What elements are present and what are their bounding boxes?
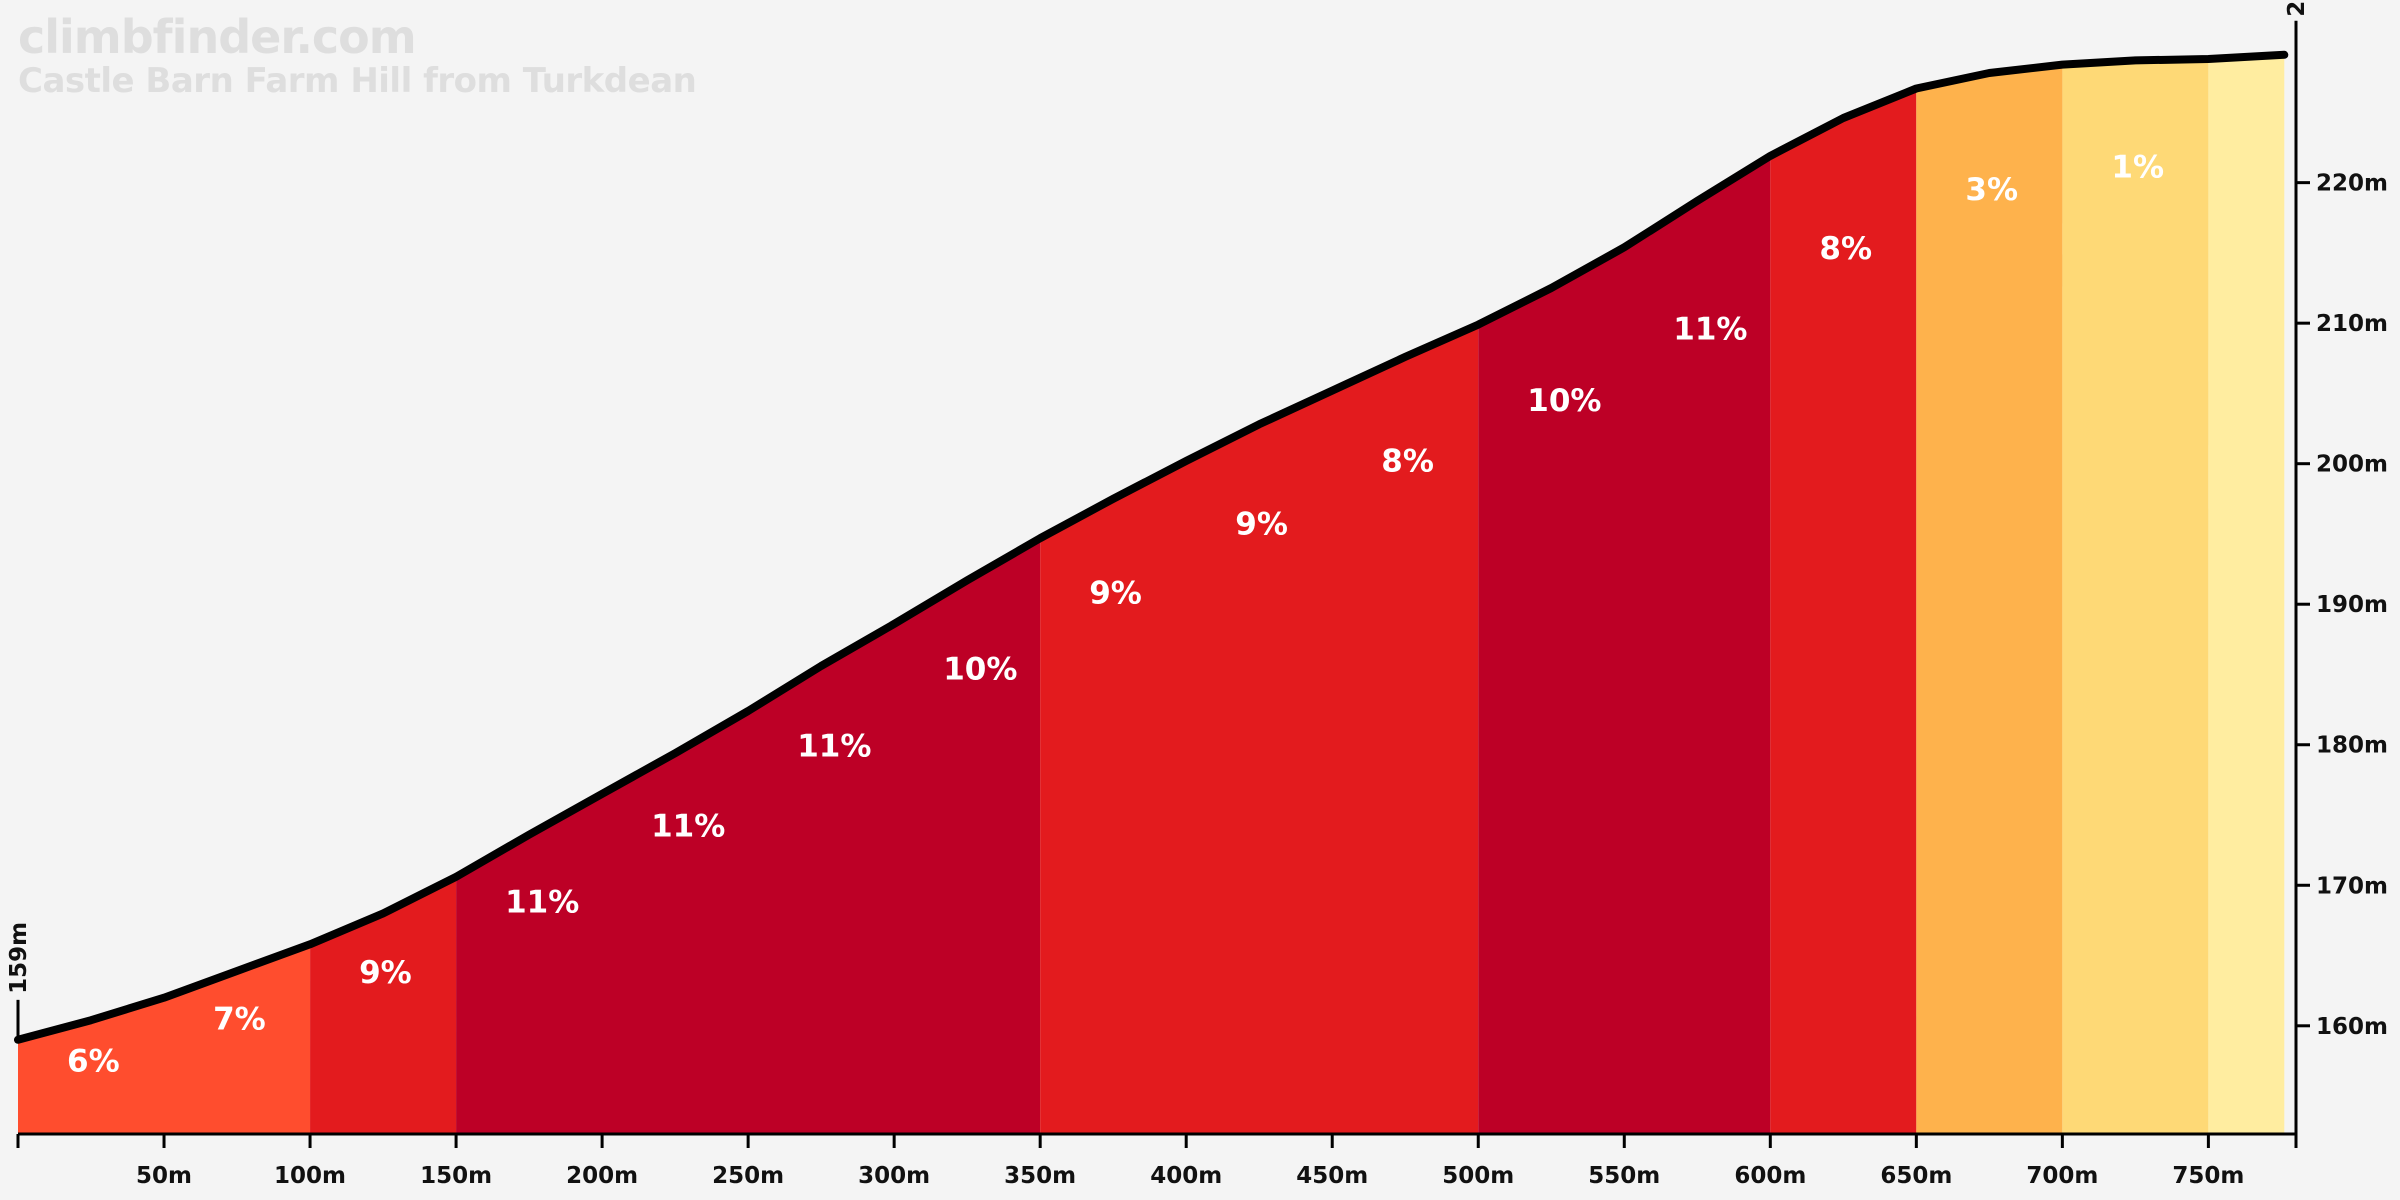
x-tick-label-250: 250m (712, 1163, 784, 1189)
x-tick-label-350: 350m (1004, 1163, 1076, 1189)
grade-segment-3 (456, 538, 1041, 1134)
grade-segment-9 (2208, 54, 2285, 1134)
climb-subtitle: Castle Barn Farm Hill from Turkdean (18, 61, 697, 101)
x-axis: 50m 100m 150m 200m 250m 300m 350m 400m 450m 500m 5… (16, 1132, 2298, 1189)
grade-label-9: 9% (1235, 507, 1288, 543)
x-tick-label-650: 650m (1880, 1163, 1952, 1189)
x-tick-label-100: 100m (274, 1163, 346, 1189)
x-tick-label-700: 700m (2026, 1163, 2098, 1189)
y-tick-label-180: 180m (2316, 733, 2388, 759)
x-tick-label-300: 300m (858, 1163, 930, 1189)
x-tick-label-400: 400m (1150, 1163, 1222, 1189)
start-elevation-label: 159m (6, 922, 32, 994)
x-tick-label-200: 200m (566, 1163, 638, 1189)
x-tick-label-150: 150m (420, 1163, 492, 1189)
x-tick-label-500: 500m (1442, 1163, 1514, 1189)
grade-segment-1 (18, 944, 311, 1134)
grade-segment-6 (1770, 88, 1917, 1134)
grade-segment-2 (310, 876, 457, 1134)
y-tick-label-200: 200m (2316, 452, 2388, 478)
grade-label-13: 8% (1819, 231, 1872, 267)
grade-label-5: 11% (651, 809, 725, 845)
y-tick-label-220: 220m (2316, 171, 2388, 197)
x-tick-label-550: 550m (1588, 1163, 1660, 1189)
grade-labels: 6% 7% 9% 11% 11% 11% 10% 9% 9% 8% 10% 11% 8% 3% 1% (67, 150, 2164, 1080)
grade-label-7: 10% (943, 651, 1017, 687)
grade-label-4: 11% (505, 885, 579, 921)
y-tick-label-190: 190m (2316, 592, 2388, 618)
y-tick-label-170: 170m (2316, 873, 2388, 899)
x-tick-label-750: 750m (2172, 1163, 2244, 1189)
y-axis: 160m 170m 180m 190m 200m 210m 220m 159m 224m (6, 0, 2388, 1134)
end-elevation-label: 224m (2284, 0, 2310, 17)
profile-line (14, 50, 2289, 1044)
grade-label-15: 1% (2111, 150, 2164, 186)
profile-line-group (14, 50, 2289, 1044)
grade-segment-8 (2062, 59, 2209, 1134)
grade-label-12: 11% (1673, 311, 1747, 347)
grade-segments (18, 54, 2285, 1135)
y-tick-label-210: 210m (2316, 311, 2388, 337)
grade-label-14: 3% (1965, 172, 2018, 208)
grade-segment-4 (1040, 324, 1479, 1135)
grade-segment-7 (1916, 64, 2063, 1135)
x-tick-label-600: 600m (1734, 1163, 1806, 1189)
grade-label-11: 10% (1527, 383, 1601, 419)
site-title: climbfinder.com (18, 10, 417, 64)
grade-label-3: 9% (359, 955, 412, 991)
grade-label-6: 11% (797, 729, 871, 765)
x-tick-label-450: 450m (1296, 1163, 1368, 1189)
grade-label-10: 8% (1381, 443, 1434, 479)
x-tick-label-50: 50m (136, 1163, 192, 1189)
y-tick-label-160: 160m (2316, 1014, 2388, 1040)
grade-label-2: 7% (213, 1001, 266, 1037)
grade-label-8: 9% (1089, 576, 1142, 612)
grade-segment-5 (1478, 155, 1771, 1134)
grade-label-1: 6% (67, 1043, 120, 1079)
